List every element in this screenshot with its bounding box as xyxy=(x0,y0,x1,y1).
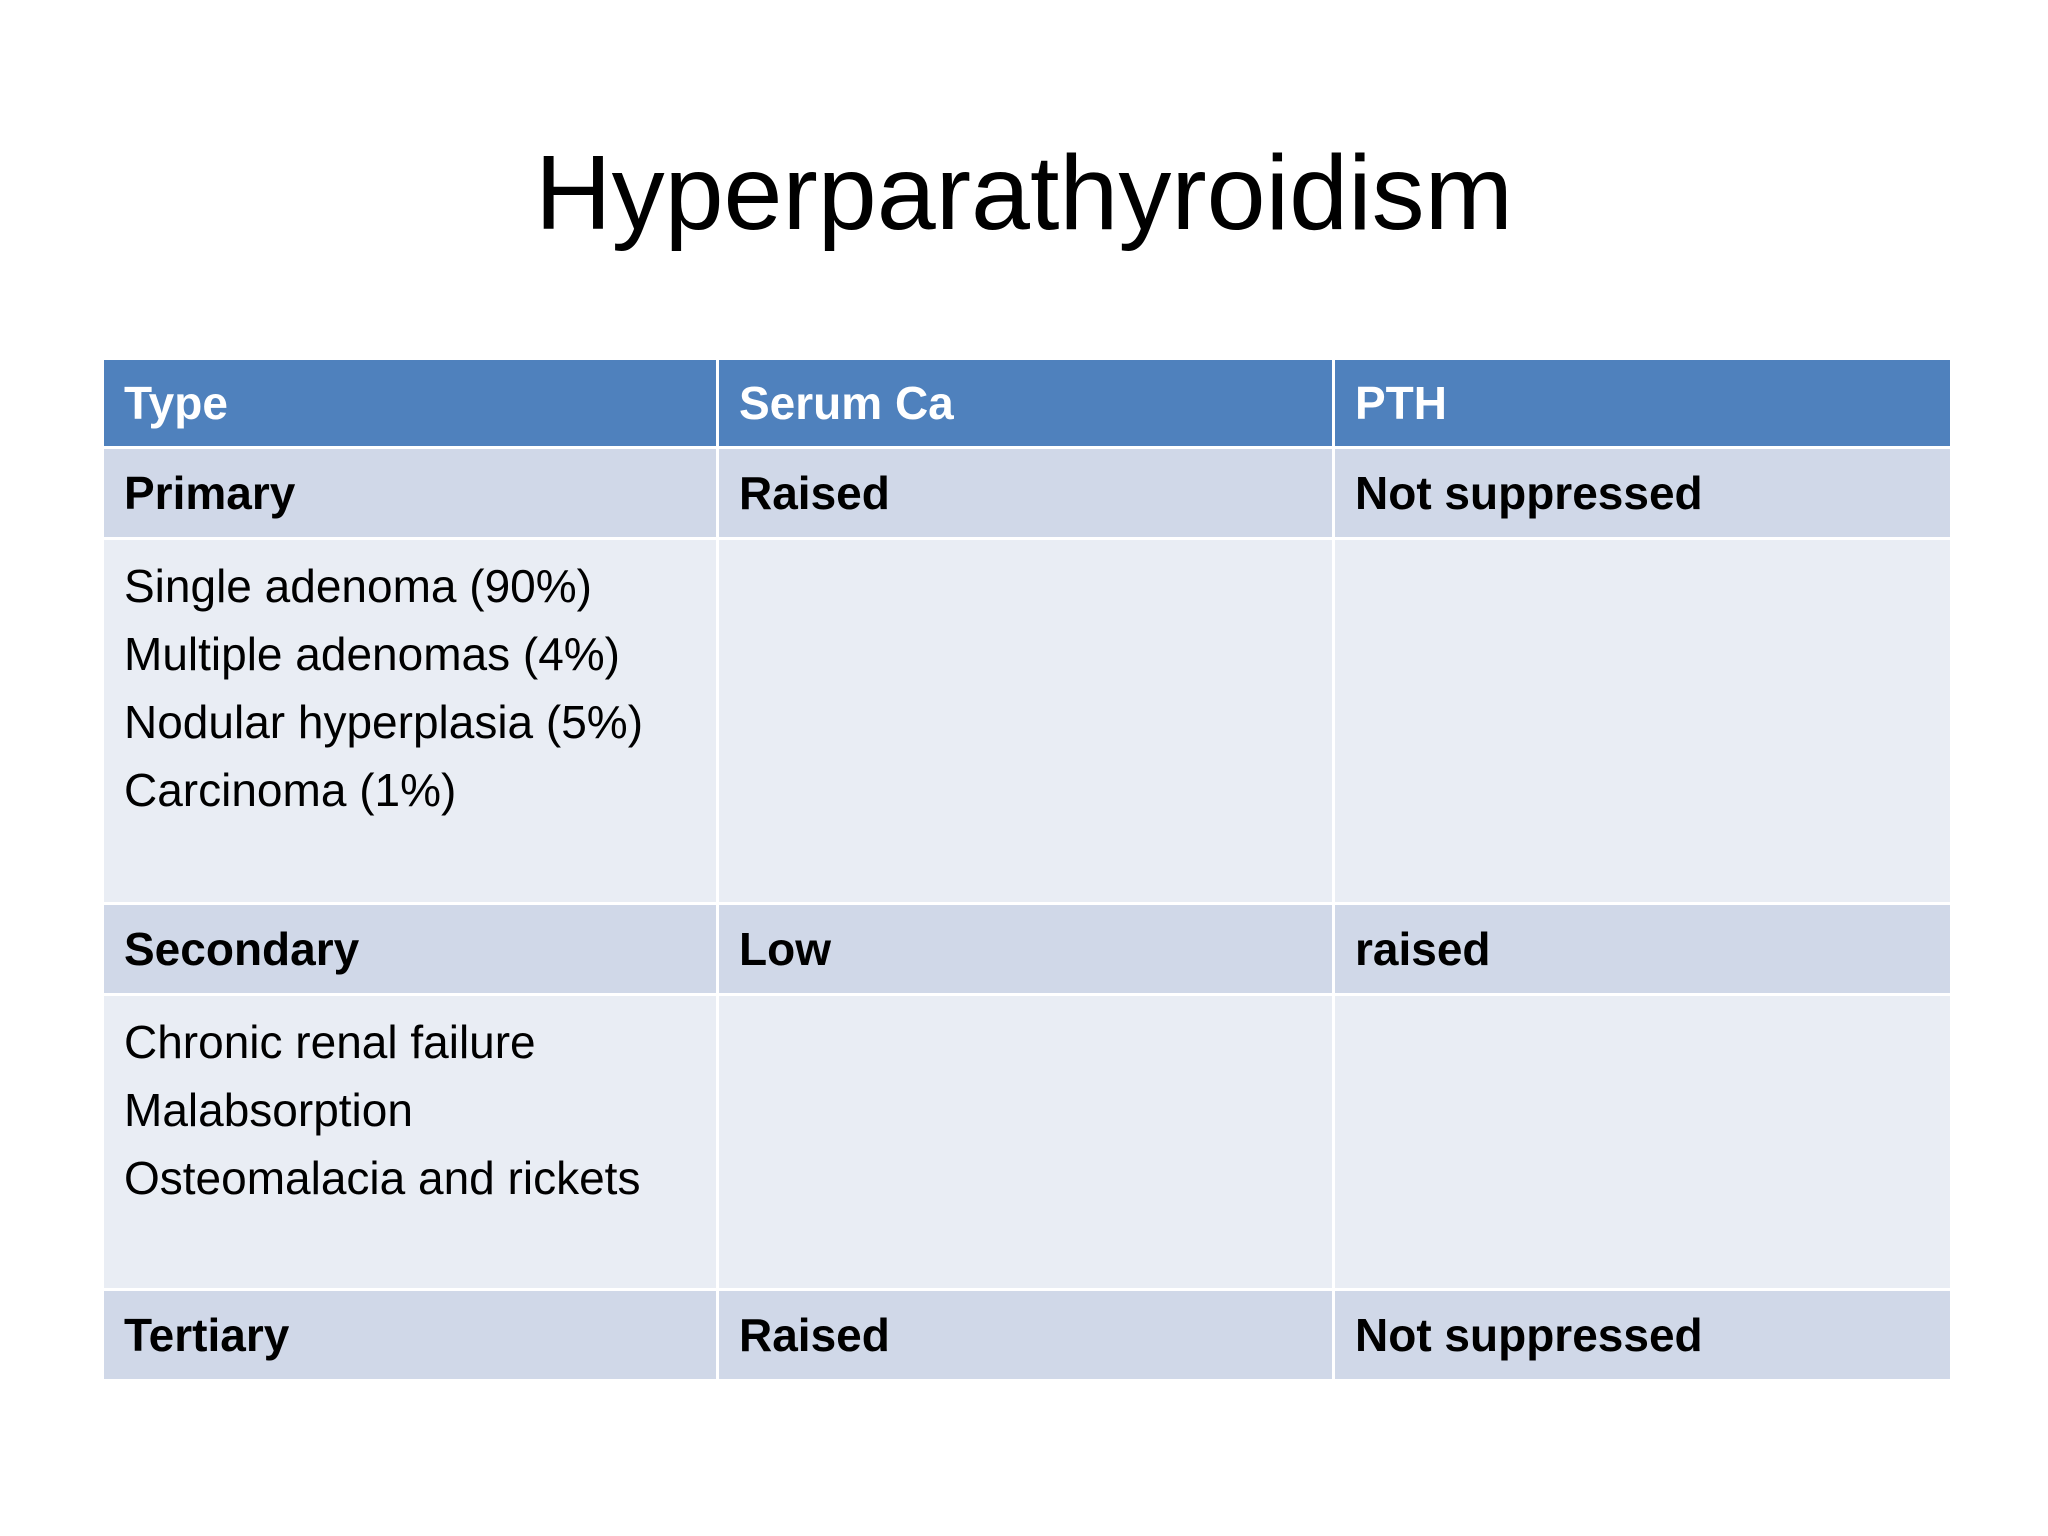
pth-cell: raised xyxy=(1335,905,1950,993)
cause-item: Nodular hyperplasia (5%) xyxy=(124,696,644,748)
type-cell: Primary xyxy=(104,449,716,537)
pth-cell: Not suppressed xyxy=(1335,449,1950,537)
serum-ca-cell: Raised xyxy=(719,449,1332,537)
slide-title: Hyperparathyroidism xyxy=(535,134,1513,252)
empty-cell xyxy=(719,996,1332,1288)
empty-cell xyxy=(1335,540,1950,902)
empty-cell xyxy=(719,540,1332,902)
cause-item: Malabsorption xyxy=(124,1084,413,1136)
causes-cell: Chronic renal failure Malabsorption Osteom… xyxy=(104,996,716,1288)
header-cell: PTH xyxy=(1335,360,1950,446)
cause-item: Single adenoma (90%) xyxy=(124,560,592,612)
header-cell: Serum Ca xyxy=(719,360,1332,446)
cause-item: Chronic renal failure xyxy=(124,1016,536,1068)
type-cell: Tertiary xyxy=(104,1291,716,1379)
table: Type Serum Ca PTH Primary Raised Not suppress… xyxy=(104,360,1950,1379)
cause-item: Carcinoma (1%) xyxy=(124,764,457,816)
cause-item: Osteomalacia and rickets xyxy=(124,1152,641,1204)
empty-cell xyxy=(1335,996,1950,1288)
cause-item: Multiple adenomas (4%) xyxy=(124,628,621,680)
type-cell: Secondary xyxy=(104,905,716,993)
serum-ca-cell: Low xyxy=(719,905,1332,993)
header-cell: Type xyxy=(104,360,716,446)
causes-cell: Single adenoma (90%) Multiple adenomas (4… xyxy=(104,540,716,902)
serum-ca-cell: Raised xyxy=(719,1291,1332,1379)
pth-cell: Not suppressed xyxy=(1335,1291,1950,1379)
